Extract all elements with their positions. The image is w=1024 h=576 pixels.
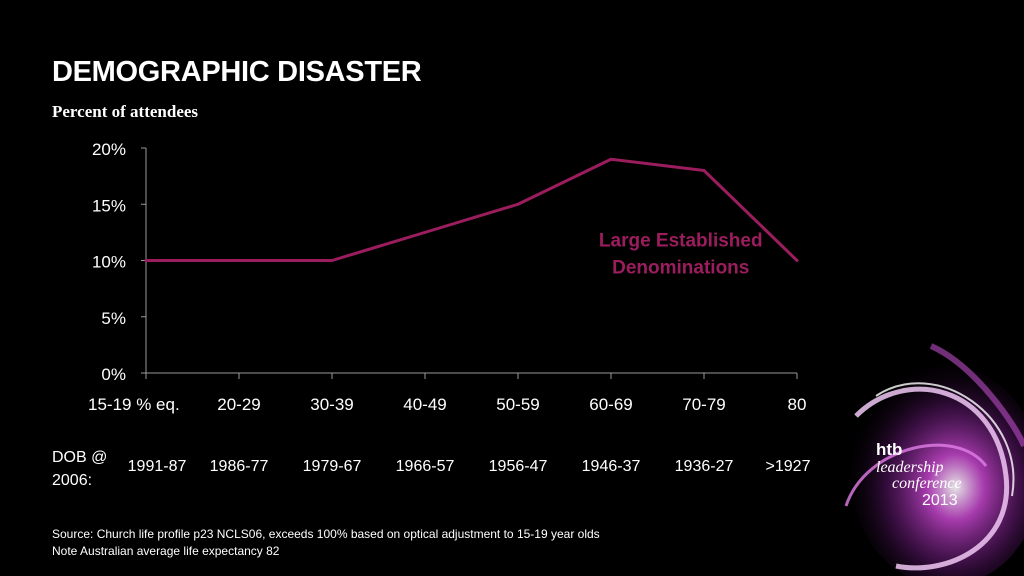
dob-value: 1966-57 [395, 458, 455, 475]
data-point [609, 157, 613, 161]
data-point [237, 259, 241, 262]
x-tick-label: 50-59 [496, 395, 539, 414]
data-point [423, 230, 427, 234]
dob-value: >1927 [765, 458, 811, 475]
x-tick-label: 40-49 [403, 395, 446, 414]
data-point [795, 259, 799, 262]
series-label: Denominations [612, 257, 749, 278]
y-tick-label: 15% [92, 196, 126, 215]
data-point [144, 259, 148, 262]
data-point [330, 259, 334, 262]
logo-brand: htb [876, 440, 903, 459]
dob-label: DOB @ 2006: [52, 449, 108, 489]
x-tick-label: 60-69 [589, 395, 632, 414]
dob-value: 1991-87 [127, 458, 187, 475]
conference-swirl-graphic [844, 343, 1024, 576]
x-tick-label: 80 [788, 395, 807, 414]
series-line [146, 157, 799, 262]
conference-logo: htb leadership conference 2013 [876, 440, 962, 510]
y-tick-label: 20% [92, 140, 126, 159]
y-tick-label: 10% [92, 253, 126, 272]
data-point [516, 202, 520, 206]
x-tick-label: 70-79 [682, 395, 725, 414]
dob-value: 1936-27 [674, 458, 734, 475]
dob-value: 1979-67 [302, 458, 362, 475]
x-tick-label: 20-29 [217, 395, 260, 414]
source-line-2: Note Australian average life expectancy … [52, 544, 280, 558]
dob-value: 1946-37 [581, 458, 641, 475]
dob-value: 1986-77 [209, 458, 269, 475]
source-note: Source: Church life profile p23 NCLS06, … [52, 526, 600, 560]
x-tick-label: 30-39 [310, 395, 353, 414]
series-label: Large Established [599, 230, 763, 251]
data-point [702, 169, 706, 172]
y-tick-label: 0% [101, 365, 126, 384]
x-tick-label: 15-19 % eq. [88, 395, 180, 414]
logo-line-2: conference [892, 475, 962, 492]
logo-line-3: 2013 [922, 492, 958, 509]
source-line-1: Source: Church life profile p23 NCLS06, … [52, 527, 600, 541]
y-tick-label: 5% [101, 309, 126, 328]
dob-value: 1956-47 [488, 458, 548, 475]
logo-line-1: leadership [876, 459, 944, 476]
page-title: DEMOGRAPHIC DISASTER [52, 56, 422, 88]
page-subtitle: Percent of attendees [52, 102, 199, 121]
